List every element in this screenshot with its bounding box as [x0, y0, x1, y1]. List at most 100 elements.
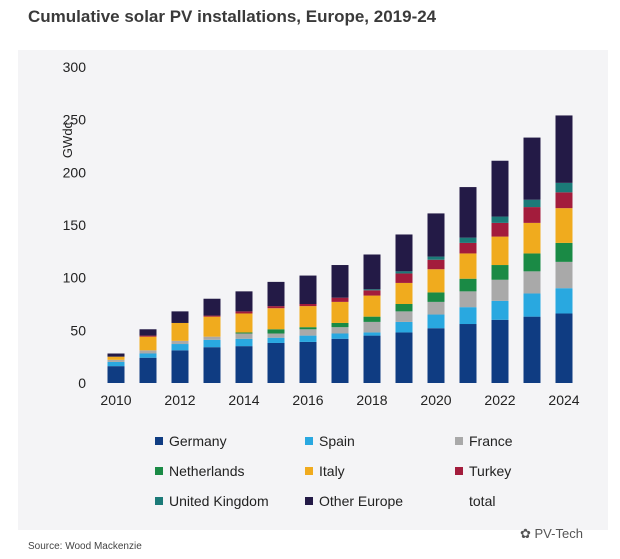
y-axis-label: GWdc — [60, 121, 75, 158]
bar-segment-france — [427, 301, 445, 315]
bar-segment-turkey — [491, 222, 509, 237]
bar-segment-spain — [363, 332, 381, 336]
bar-segment-germany — [331, 338, 349, 383]
bar-segment-germany — [491, 319, 509, 383]
legend-swatch — [455, 467, 463, 475]
bar-segment-italy — [235, 313, 253, 333]
bar-segment-italy — [139, 336, 157, 351]
bar-segment-other-europe — [171, 311, 189, 323]
bar-segment-italy — [427, 269, 445, 293]
legend-swatch — [155, 467, 163, 475]
bar-segment-germany — [523, 316, 541, 383]
bar-segment-france — [395, 311, 413, 322]
bar-segment-italy — [107, 356, 125, 360]
source-note: Source: Wood Mackenzie — [28, 541, 142, 552]
legend-item: France — [455, 433, 513, 449]
y-tick-label: 150 — [63, 217, 87, 233]
bar-segment-other-europe — [363, 254, 381, 290]
legend-label: Netherlands — [169, 463, 245, 479]
legend-item: Turkey — [455, 463, 511, 479]
legend-swatch — [155, 437, 163, 445]
bar-segment-germany — [299, 341, 317, 383]
legend-item: Other Europe — [305, 493, 403, 509]
bar-segment-spain — [427, 314, 445, 329]
bar-segment-netherlands — [331, 322, 349, 328]
x-tick-label: 2020 — [420, 392, 451, 408]
bar-segment-germany — [107, 366, 125, 383]
bar-segment-turkey — [523, 207, 541, 223]
legend-item: Italy — [305, 463, 345, 479]
bar-segment-turkey — [139, 335, 157, 337]
bar-segment-germany — [267, 342, 285, 383]
bar-segment-netherlands — [395, 304, 413, 312]
bar-segment-spain — [395, 321, 413, 333]
bar-segment-other-europe — [235, 291, 253, 312]
bar-segment-france — [203, 336, 221, 340]
y-tick-label: 50 — [70, 322, 86, 338]
bar-segment-italy — [203, 316, 221, 337]
legend-item: Germany — [155, 433, 227, 449]
bar-segment-germany — [171, 350, 189, 383]
bar-segment-germany — [363, 335, 381, 383]
bar-segment-other-europe — [395, 234, 413, 272]
wechat-icon: ✿ — [520, 526, 535, 541]
bar-segment-france — [491, 279, 509, 301]
x-tick-label: 2010 — [100, 392, 131, 408]
watermark: ✿ PV-Tech — [520, 526, 583, 541]
bar-segment-spain — [235, 338, 253, 347]
bar-segment-spain — [299, 335, 317, 342]
legend-item: Netherlands — [155, 463, 245, 479]
bar-segment-turkey — [459, 242, 477, 254]
bar-segment-italy — [331, 301, 349, 323]
legend-item: United Kingdom — [155, 493, 269, 509]
bar-segment-other-europe — [107, 353, 125, 357]
x-tick-label: 2018 — [356, 392, 387, 408]
bar-segment-france — [523, 271, 541, 294]
bar-segment-france — [331, 327, 349, 334]
bar-segment-netherlands — [235, 332, 253, 334]
bar-segment-spain — [107, 361, 125, 367]
bar-segment-spain — [555, 288, 573, 314]
bar-segment-france — [267, 333, 285, 338]
bar-segment-italy — [363, 295, 381, 317]
bar-segment-italy — [395, 282, 413, 304]
legend-label: Spain — [319, 433, 355, 449]
bar-segment-italy — [459, 253, 477, 279]
bar-segment-netherlands — [555, 242, 573, 262]
legend-label: Turkey — [469, 463, 512, 479]
bar-segment-germany — [555, 313, 573, 383]
bar-segment-other-europe — [555, 115, 573, 183]
bar-segment-united-kingdom — [363, 289, 381, 291]
legend-label: United Kingdom — [169, 493, 269, 509]
bar-segment-spain — [267, 337, 285, 343]
bar-segment-united-kingdom — [523, 199, 541, 208]
bar-segment-italy — [555, 208, 573, 243]
bar-segment-turkey — [331, 297, 349, 302]
legend-item: total — [455, 493, 495, 509]
bar-segment-united-kingdom — [491, 216, 509, 223]
y-tick-label: 250 — [63, 112, 87, 128]
bar-segment-other-europe — [267, 281, 285, 307]
bar-segment-spain — [203, 339, 221, 348]
bar-segment-italy — [523, 222, 541, 254]
bar-segment-germany — [395, 332, 413, 383]
x-tick-label: 2012 — [164, 392, 195, 408]
legend-label: Germany — [169, 433, 227, 449]
bar-segment-united-kingdom — [459, 237, 477, 243]
bar-segment-spain — [459, 307, 477, 325]
x-tick-label: 2014 — [228, 392, 259, 408]
bar-segment-spain — [331, 333, 349, 339]
bar-segment-italy — [267, 308, 285, 330]
legend-swatch — [155, 497, 163, 505]
y-tick-label: 0 — [78, 375, 86, 391]
bar-segment-turkey — [235, 311, 253, 314]
bar-segment-netherlands — [363, 316, 381, 322]
bar-segment-spain — [139, 353, 157, 358]
legend-swatch — [305, 467, 313, 475]
bar-segment-turkey — [395, 273, 413, 283]
chart-title: Cumulative solar PV installations, Europ… — [28, 7, 437, 26]
bar-segment-turkey — [555, 192, 573, 209]
bar-segment-germany — [203, 347, 221, 383]
bar-segment-netherlands — [427, 292, 445, 302]
bar-segment-netherlands — [459, 278, 477, 292]
